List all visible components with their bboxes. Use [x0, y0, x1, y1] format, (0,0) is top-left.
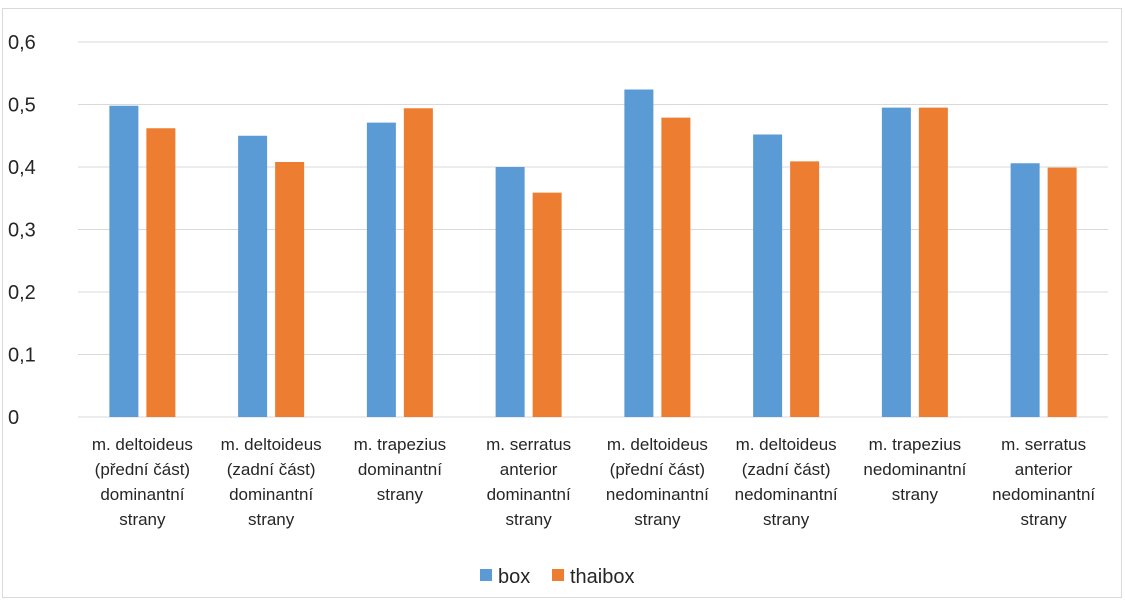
- x-category-label: m. deltoideus (zadní část) dominantní stran…: [221, 435, 322, 529]
- x-category-label: m. trapezius dominantní strany: [354, 435, 447, 504]
- bar-box: [109, 105, 139, 417]
- bar-thaibox: [146, 128, 176, 417]
- legend-swatch-box: [480, 569, 492, 581]
- y-tick-label: 0,5: [8, 95, 36, 117]
- x-category-label: m. deltoideus (přední část) dominantní stra…: [92, 435, 193, 529]
- bar-box: [753, 134, 783, 417]
- gridlines: [78, 41, 1108, 418]
- bar-box: [1010, 163, 1040, 417]
- y-tick-label: 0,4: [8, 157, 36, 179]
- bar-thaibox: [790, 161, 820, 417]
- x-axis-category-labels: m. deltoideus (přední část) dominantní stra…: [92, 435, 1096, 529]
- legend-label-thaibox: thaibox: [570, 566, 635, 588]
- legend-label-box: box: [498, 566, 530, 588]
- bar-box: [495, 167, 525, 417]
- x-category-label: m. deltoideus (zadní část) nedominantní str…: [735, 435, 838, 529]
- bar-thaibox: [1047, 167, 1077, 417]
- x-category-label: m. deltoideus (přední část) nedominantní st…: [606, 435, 709, 529]
- legend-swatch-thaibox: [552, 569, 564, 581]
- bar-box: [366, 122, 396, 417]
- x-category-label: m. serratus anterior nedominantní strany: [992, 435, 1095, 529]
- y-tick-label: 0,1: [8, 345, 36, 367]
- bar-thaibox: [532, 192, 562, 417]
- bar-thaibox: [918, 107, 948, 417]
- bar-thaibox: [661, 117, 691, 417]
- bar-box: [624, 89, 654, 417]
- bars: [109, 89, 1077, 417]
- y-tick-label: 0,6: [8, 32, 36, 54]
- bar-thaibox: [275, 162, 305, 417]
- bar-thaibox: [403, 108, 433, 417]
- y-tick-label: 0: [8, 407, 19, 429]
- x-category-label: m. serratus anterior dominantní strany: [486, 435, 571, 529]
- bar-box: [238, 135, 268, 417]
- x-category-label: m. trapezius nedominantní strany: [863, 435, 966, 504]
- bar-box: [881, 107, 911, 417]
- legend: box thaibox: [480, 566, 635, 588]
- y-tick-label: 0,2: [8, 282, 36, 304]
- y-axis-tick-labels: 0 0,1 0,2 0,3 0,4 0,5 0,6: [8, 32, 36, 429]
- y-tick-label: 0,3: [8, 220, 36, 242]
